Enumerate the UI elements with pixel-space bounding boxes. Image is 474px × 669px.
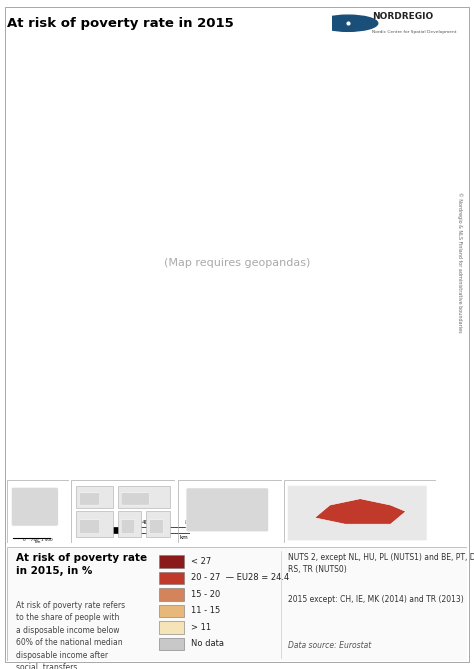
Text: © Nordregio & NLS Finland for administrative boundaries: © Nordregio & NLS Finland for administra…: [457, 192, 463, 333]
Text: 400: 400: [142, 520, 152, 524]
Text: Nordic Centre for Spatial Development: Nordic Centre for Spatial Development: [372, 31, 457, 34]
Text: NUTS 2, except NL, HU, PL (NUTS1) and BE, PT, DE, FR, AT, IS,
RS, TR (NUTS0): NUTS 2, except NL, HU, PL (NUTS1) and BE…: [288, 553, 474, 575]
Text: 15 - 20: 15 - 20: [191, 590, 220, 599]
Bar: [159, 638, 184, 650]
Text: 800: 800: [184, 520, 195, 524]
Bar: [118, 511, 141, 537]
Text: At risk of poverty rate
in 2015, in %: At risk of poverty rate in 2015, in %: [16, 553, 147, 576]
Text: km: km: [180, 535, 189, 540]
FancyBboxPatch shape: [121, 492, 149, 505]
FancyBboxPatch shape: [121, 520, 135, 534]
FancyBboxPatch shape: [149, 520, 164, 534]
Bar: [284, 480, 436, 543]
Bar: [7, 480, 69, 543]
Bar: [159, 555, 184, 568]
Bar: [159, 588, 184, 601]
Text: No data: No data: [191, 640, 224, 648]
Bar: [168, 527, 190, 533]
Text: 0    750  1 500: 0 750 1 500: [23, 538, 53, 542]
Text: > 11: > 11: [191, 623, 211, 632]
FancyBboxPatch shape: [80, 492, 100, 505]
Bar: [159, 572, 184, 584]
FancyBboxPatch shape: [186, 488, 268, 532]
FancyBboxPatch shape: [11, 487, 58, 526]
Bar: [104, 527, 126, 533]
Bar: [126, 527, 147, 533]
Text: < 27: < 27: [191, 557, 211, 566]
Bar: [76, 486, 113, 508]
Text: NORDREGIO: NORDREGIO: [372, 13, 434, 21]
Bar: [159, 605, 184, 617]
Bar: [159, 621, 184, 634]
Text: Data source: Eurostat: Data source: Eurostat: [288, 641, 371, 650]
Bar: [118, 486, 170, 508]
Text: At risk of poverty rate in 2015: At risk of poverty rate in 2015: [7, 17, 234, 29]
Bar: [71, 480, 175, 543]
Text: km: km: [35, 541, 41, 544]
Circle shape: [318, 15, 378, 31]
FancyBboxPatch shape: [287, 486, 427, 541]
Text: 0: 0: [102, 520, 106, 524]
Text: (Map requires geopandas): (Map requires geopandas): [164, 258, 310, 268]
Text: 11 - 15: 11 - 15: [191, 606, 220, 615]
Text: 20 - 27  — EU28 = 24.4: 20 - 27 — EU28 = 24.4: [191, 573, 289, 583]
Text: 2015 except: CH, IE, MK (2014) and TR (2013): 2015 except: CH, IE, MK (2014) and TR (2…: [288, 595, 463, 604]
Polygon shape: [315, 498, 406, 524]
Text: At risk of poverty rate refers
to the share of people with
a disposable income b: At risk of poverty rate refers to the sh…: [16, 601, 126, 669]
Bar: [178, 480, 282, 543]
Bar: [146, 511, 170, 537]
FancyBboxPatch shape: [80, 520, 100, 534]
Bar: [76, 511, 113, 537]
Bar: [147, 527, 168, 533]
